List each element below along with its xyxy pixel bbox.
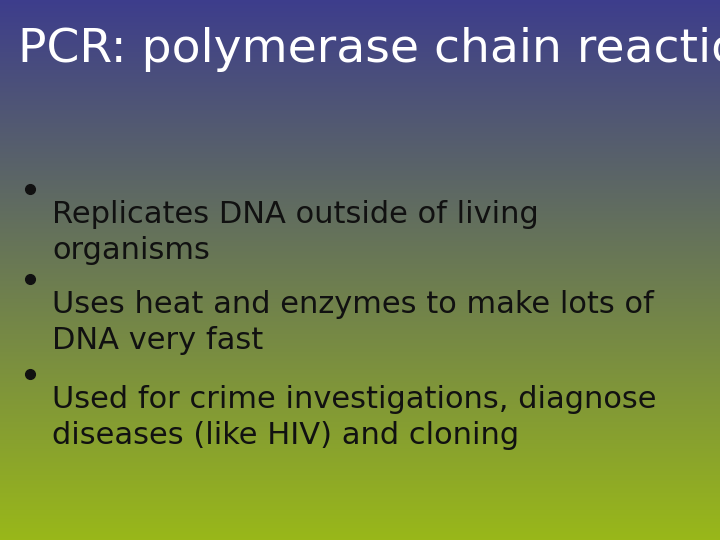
Text: Uses heat and enzymes to make lots of
DNA very fast: Uses heat and enzymes to make lots of DN… [52,290,654,355]
Text: Replicates DNA outside of living
organisms: Replicates DNA outside of living organis… [52,200,539,265]
Text: Used for crime investigations, diagnose
diseases (like HIV) and cloning: Used for crime investigations, diagnose … [52,385,657,450]
Text: PCR: polymerase chain reaction: PCR: polymerase chain reaction [18,28,720,72]
